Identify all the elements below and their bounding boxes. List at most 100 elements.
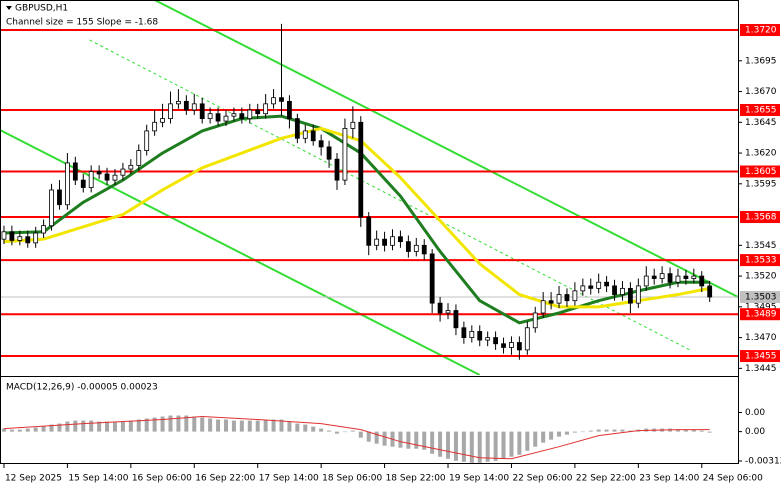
- macd-bar: [327, 430, 332, 432]
- candle-body: [1, 231, 7, 240]
- macd-bar: [414, 431, 419, 449]
- candle-body: [223, 115, 229, 122]
- x-tick-label: 16 Sep 06:00: [132, 474, 192, 484]
- macd-bar: [136, 419, 141, 432]
- macd-bar: [453, 431, 458, 461]
- candle-body: [643, 275, 649, 287]
- candle-body: [445, 310, 451, 314]
- macd-bar: [549, 431, 554, 440]
- candle-body: [651, 275, 657, 279]
- macd-bar: [406, 431, 411, 449]
- macd-bar: [525, 431, 530, 451]
- candle-body: [548, 300, 554, 304]
- candle-body: [588, 285, 594, 289]
- y-tick-label: -0.00312: [745, 457, 781, 467]
- candle-body: [461, 327, 467, 338]
- candle-body: [374, 238, 380, 246]
- candle-body: [358, 121, 364, 218]
- candle-body: [413, 244, 419, 252]
- candle-body: [168, 103, 173, 120]
- x-tick-label: 22 Sep 06:00: [512, 474, 572, 484]
- candle-body: [160, 118, 165, 123]
- frame: [0, 0, 739, 464]
- candle-body: [477, 331, 483, 341]
- candle-body: [128, 164, 134, 170]
- macd-bar: [350, 430, 355, 432]
- macd-bar: [604, 429, 609, 432]
- y-tick-label: 1.3545: [745, 241, 777, 251]
- candle-body: [279, 97, 284, 102]
- macd-signal: [3, 416, 710, 460]
- macd-bar: [287, 421, 292, 432]
- chart-title: GBPUSD,H1: [15, 4, 68, 14]
- candle-body: [366, 216, 372, 246]
- candle-body: [627, 287, 633, 304]
- level-box: [740, 165, 780, 178]
- level-label: 1.3489: [745, 310, 777, 320]
- macd-bar: [358, 431, 363, 438]
- y-tick-label: 1.3520: [745, 272, 777, 282]
- collapse-icon: [6, 6, 12, 10]
- candle-body: [390, 236, 395, 246]
- macd-bar: [620, 429, 625, 432]
- candle-body: [493, 337, 498, 345]
- macd-bar: [493, 431, 498, 461]
- candle-body: [604, 281, 610, 287]
- macd-bar: [9, 429, 14, 432]
- candle-body: [176, 100, 181, 105]
- macd-bar: [430, 431, 435, 454]
- level-label: 1.3720: [745, 26, 777, 36]
- macd-bar: [469, 431, 474, 463]
- macd-bar: [485, 431, 490, 462]
- candle-body: [342, 128, 348, 181]
- candle-body: [191, 103, 197, 111]
- y-tick-label: 1.3445: [745, 364, 777, 374]
- macd-bar: [49, 424, 54, 432]
- macd-bar: [263, 419, 268, 432]
- candle-body: [699, 275, 705, 287]
- last-price-box: [740, 290, 780, 303]
- macd-title: MACD(12,26,9) -0.00005 0.00023: [6, 383, 158, 393]
- y-tick-label: 1.3695: [745, 56, 777, 66]
- level-label: 1.3605: [745, 167, 777, 177]
- x-tick-label: 18 Sep 06:00: [322, 474, 382, 484]
- macd-bar: [303, 424, 308, 432]
- candle-body: [659, 273, 665, 279]
- y-tick-label: 1.3620: [745, 149, 777, 159]
- candle-body: [421, 244, 427, 255]
- macd-bar: [57, 423, 62, 432]
- macd-bar: [319, 428, 324, 432]
- price-panel: [0, 0, 738, 375]
- candle-body: [112, 174, 118, 181]
- candle-body: [17, 236, 23, 241]
- candle-body: [183, 100, 189, 111]
- candle-body: [398, 236, 403, 243]
- candle-body: [271, 97, 276, 105]
- macd-bar: [374, 431, 379, 444]
- candle-body: [88, 171, 94, 188]
- y-tick-label: 1.3670: [745, 87, 777, 97]
- y-tick-label: 0.00: [745, 408, 765, 418]
- candle-body: [350, 121, 356, 129]
- candle-body: [469, 331, 475, 338]
- macd-bar: [247, 420, 252, 432]
- candle-body: [215, 113, 221, 122]
- candle-body: [501, 343, 506, 348]
- macd-bar: [422, 431, 427, 450]
- candle-body: [199, 103, 205, 120]
- candle-body: [524, 327, 530, 351]
- level-box: [740, 103, 780, 116]
- candle-body: [120, 168, 126, 176]
- candle-body: [9, 231, 15, 241]
- macd-bar: [533, 431, 538, 447]
- macd-bar: [208, 418, 213, 432]
- macd-bar: [120, 421, 125, 432]
- candle-body: [516, 342, 522, 351]
- macd-bar: [707, 431, 712, 433]
- macd-bar: [223, 419, 228, 432]
- macd-bar: [97, 421, 102, 432]
- candle-body: [437, 302, 443, 314]
- candle-body: [41, 225, 47, 234]
- candle-body: [485, 337, 491, 341]
- candle-body: [294, 118, 300, 139]
